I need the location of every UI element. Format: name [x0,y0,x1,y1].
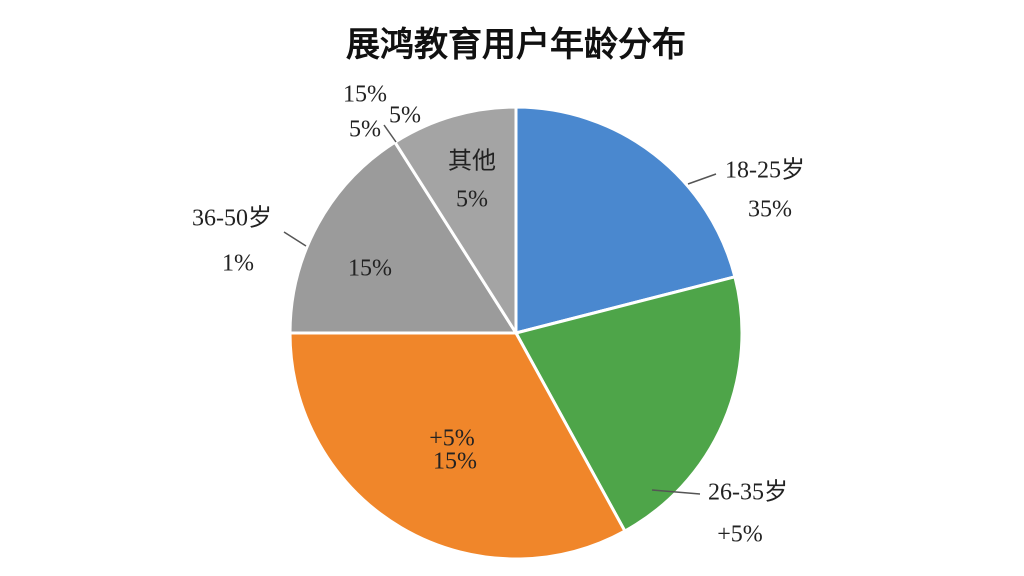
annotation: +5% [717,522,763,548]
annotation: 15% [433,449,477,475]
category-label: 36-50岁 [192,205,272,232]
chart-title: 展鸿教育用户年龄分布 [346,25,686,65]
leader-line [283,231,307,247]
pie-slice [288,331,627,561]
annotation: 35% [748,197,792,223]
pie-slice [513,274,744,534]
category-label: 18-25岁 [725,157,805,184]
category-label: 26-35岁 [708,479,788,506]
annotation: +5% [429,426,475,452]
annotation: 15% [343,82,387,108]
category-label: 其他 [448,148,496,175]
annotation: 5% [349,117,381,143]
leader-line [383,124,397,143]
leader-line [651,489,701,495]
pie-slice [288,140,519,335]
annotation: 1% [222,251,254,277]
pie-slice [514,105,737,335]
pie-slice [392,105,518,339]
annotation: 5% [389,103,421,129]
annotation: 5% [456,187,488,213]
annotation: 15% [348,256,392,282]
leader-line [687,173,717,185]
